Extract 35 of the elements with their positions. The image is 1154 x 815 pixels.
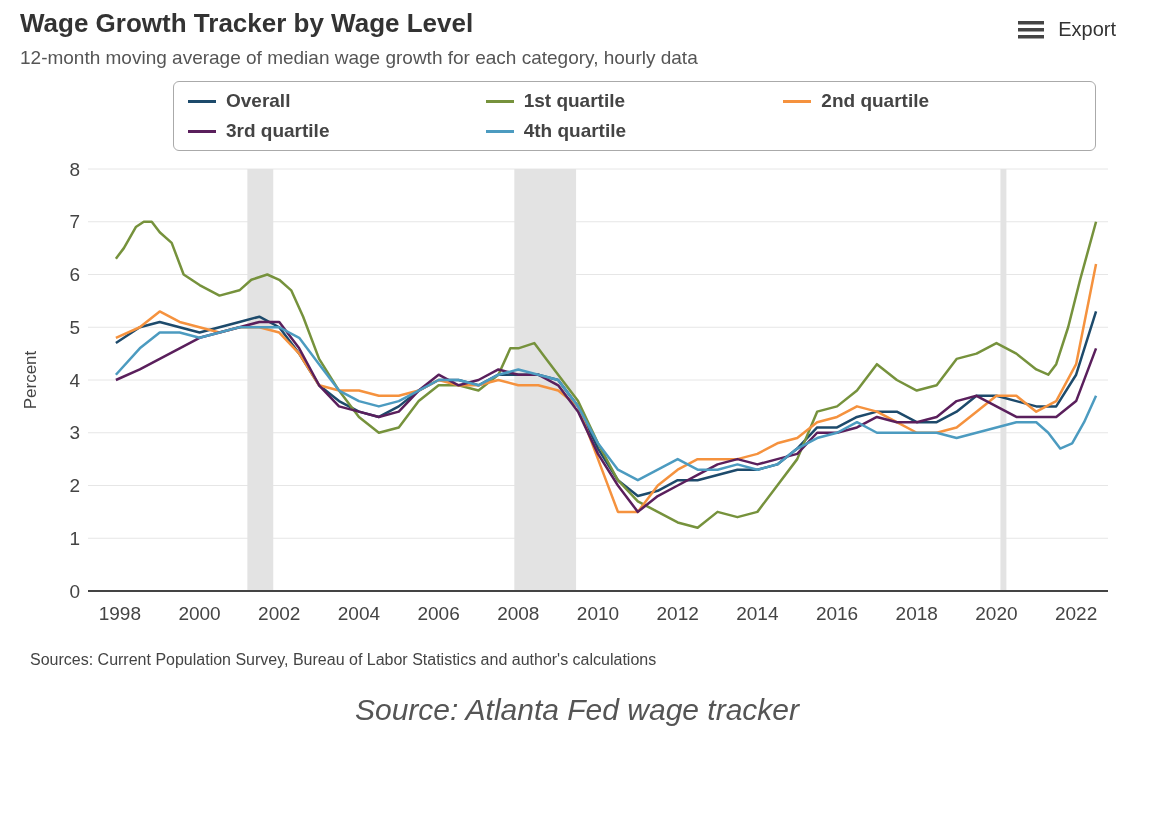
chart-subtitle: 12-month moving average of median wage growth for each category, hourly data [19,47,699,69]
x-tick-label: 2010 [576,603,620,625]
legend-label: Overall [226,90,291,112]
y-axis-title: Percent [21,350,41,410]
legend-label: 4th quartile [523,120,627,142]
line-series [114,326,1098,482]
source-note: Sources: Current Population Survey, Bureau of Labor Statistics and author's calculations [29,651,658,669]
x-tick-label: 2016 [815,603,859,625]
x-tick-label: 2014 [736,603,779,625]
x-tick-label: 2006 [417,603,460,625]
x-tick-label: 2012 [656,603,699,625]
x-tick-label: 2002 [258,603,301,625]
y-tick-label: 0 [69,580,80,602]
y-tick-label: 4 [69,369,81,391]
chart-title: Wage Growth Tracker by Wage Level [20,8,474,38]
y-tick-label: 1 [69,527,80,549]
x-tick-label: 2020 [975,603,1018,625]
x-tick-label: 2022 [1054,603,1098,625]
line-series [114,220,1098,529]
x-tick-label: 2008 [497,603,540,625]
x-tick-label: 2004 [337,603,381,625]
legend-label: 3rd quartile [226,120,330,142]
y-tick-label: 3 [69,422,80,444]
source-note: Source: Atlanta Fed wage tracker [353,693,801,727]
y-tick-label: 8 [69,158,80,180]
text: Export [1058,18,1116,41]
x-tick-label: 2018 [895,603,938,625]
x-tick-label: 2000 [178,603,221,625]
legend-label: 1st quartile [523,90,626,112]
x-tick-label: 1998 [98,603,142,625]
y-tick-label: 2 [69,475,80,497]
legend-label: 2nd quartile [821,90,930,112]
y-tick-label: 6 [69,264,80,286]
y-tick-label: 5 [69,316,80,338]
y-tick-label: 7 [69,211,80,233]
